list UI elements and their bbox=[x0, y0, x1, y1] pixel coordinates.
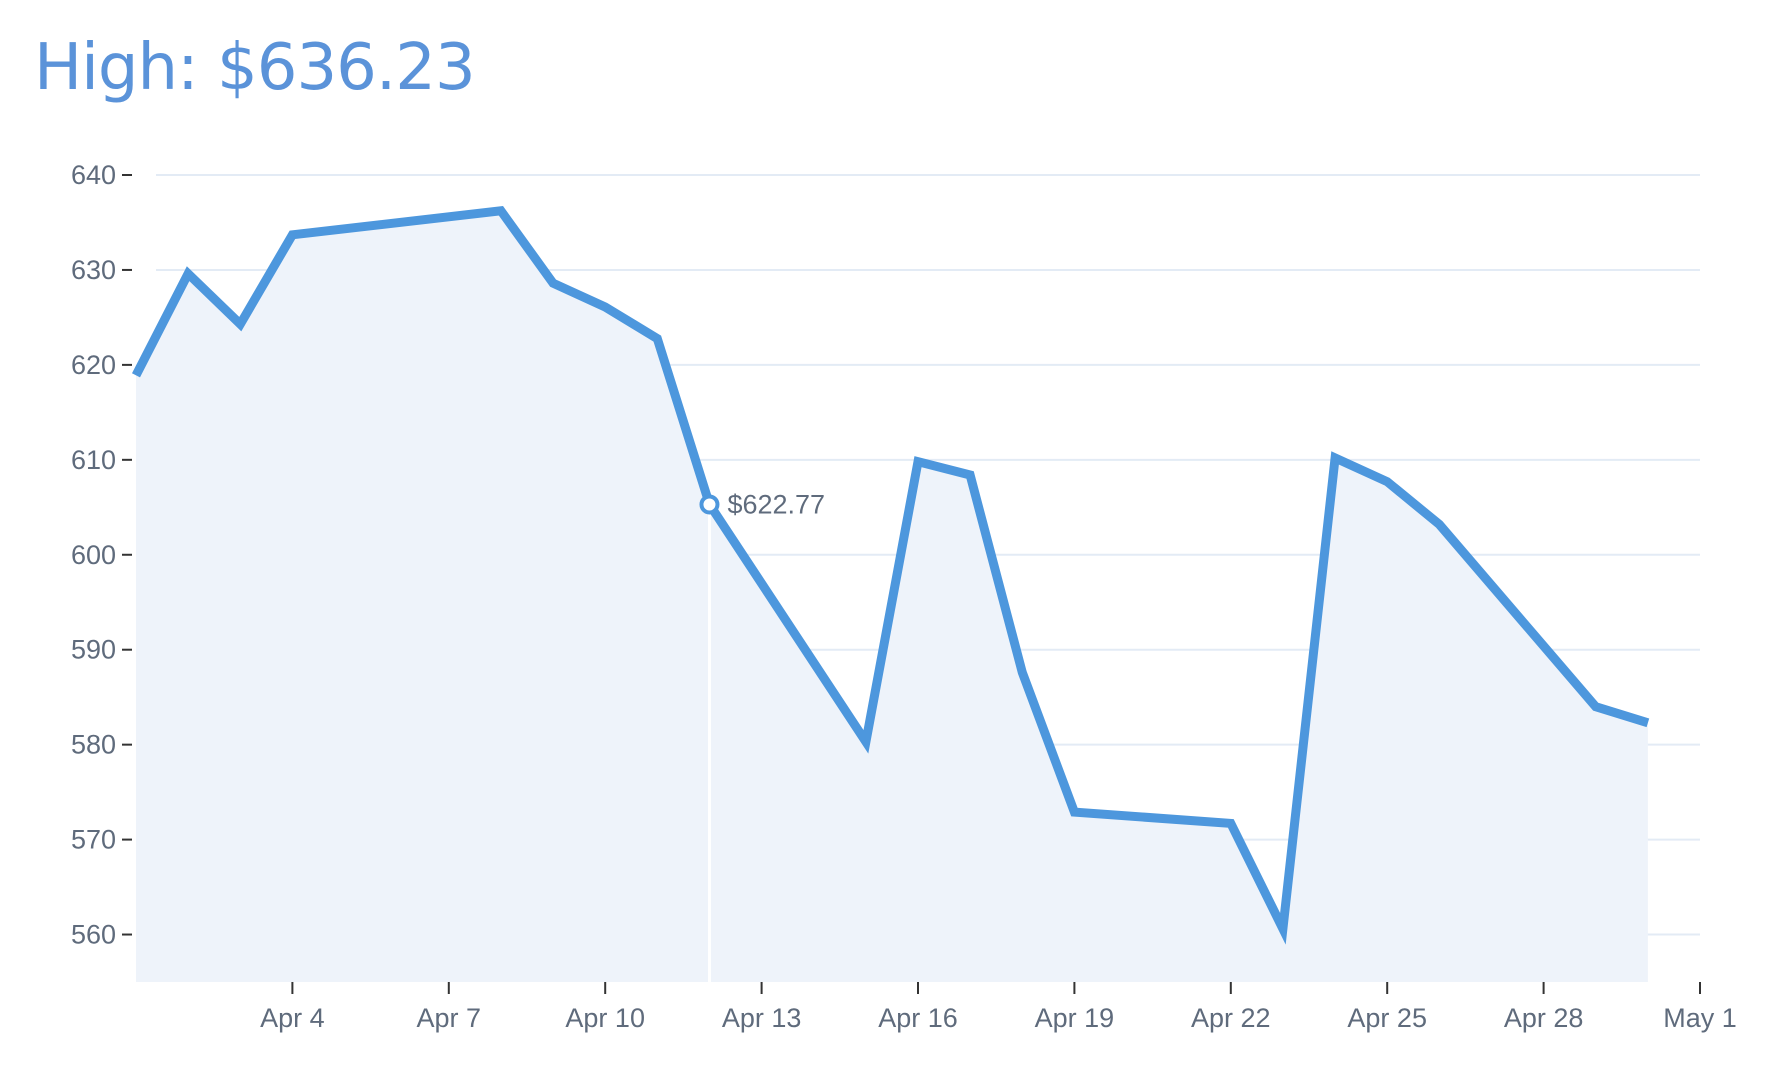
data-point-10[interactable] bbox=[912, 456, 924, 468]
data-point-7[interactable] bbox=[651, 333, 663, 345]
x-tick-label-4: Apr 16 bbox=[878, 1003, 958, 1033]
data-point-3[interactable] bbox=[286, 229, 298, 241]
y-tick-label-580: 580 bbox=[71, 730, 116, 760]
y-tick-label-610: 610 bbox=[71, 445, 116, 475]
data-point-1[interactable] bbox=[182, 268, 194, 280]
x-tick-label-9: May 1 bbox=[1663, 1003, 1737, 1033]
y-tick-label-560: 560 bbox=[71, 920, 116, 950]
data-point-12[interactable] bbox=[1016, 666, 1028, 678]
y-tick-label-590: 590 bbox=[71, 635, 116, 665]
headline-label: High: bbox=[34, 31, 199, 105]
x-tick-label-8: Apr 28 bbox=[1504, 1003, 1584, 1033]
y-tick-label-600: 600 bbox=[71, 540, 116, 570]
tooltip-value: $622.77 bbox=[727, 489, 825, 519]
x-axis: Apr 4 Apr 7 Apr 10 Apr 13 Apr 16 Apr 19 Apr 22… bbox=[260, 982, 1737, 1033]
data-point-15[interactable] bbox=[1277, 923, 1289, 935]
x-tick-label-3: Apr 13 bbox=[722, 1003, 802, 1033]
x-tick-label-1: Apr 7 bbox=[417, 1003, 482, 1033]
data-point-5[interactable] bbox=[547, 277, 559, 289]
series-area bbox=[136, 210, 1648, 983]
data-point-16[interactable] bbox=[1329, 452, 1341, 464]
data-point-17[interactable] bbox=[1381, 476, 1393, 488]
data-point-4[interactable] bbox=[495, 205, 507, 217]
data-point-0[interactable] bbox=[130, 369, 142, 381]
tooltip: $622.77 bbox=[699, 489, 825, 519]
data-point-14[interactable] bbox=[1225, 817, 1237, 829]
data-point-2[interactable] bbox=[234, 318, 246, 330]
data-point-19[interactable] bbox=[1590, 701, 1602, 713]
y-tick-label-570: 570 bbox=[71, 825, 116, 855]
data-point-9[interactable] bbox=[860, 736, 872, 748]
x-tick-label-0: Apr 4 bbox=[260, 1003, 325, 1033]
line-layer bbox=[130, 205, 1654, 945]
headline: High: $636.23 bbox=[34, 36, 476, 100]
x-tick-label-7: Apr 25 bbox=[1347, 1003, 1427, 1033]
data-point-6[interactable] bbox=[599, 301, 611, 313]
headline-value: $636.23 bbox=[217, 31, 476, 105]
data-point-20[interactable] bbox=[1642, 717, 1654, 729]
series-line bbox=[131, 206, 1650, 945]
area-layer bbox=[136, 210, 1648, 983]
x-tick-label-2: Apr 10 bbox=[565, 1003, 645, 1033]
y-tick-label-640: 640 bbox=[71, 160, 116, 190]
data-point-11[interactable] bbox=[964, 469, 976, 481]
y-tick-label-620: 620 bbox=[71, 350, 116, 380]
x-tick-label-5: Apr 19 bbox=[1035, 1003, 1115, 1033]
data-point-13[interactable] bbox=[1068, 806, 1080, 818]
y-axis: 560 570 580 590 600 610 620 630 640 bbox=[71, 160, 132, 950]
tooltip-marker bbox=[699, 494, 720, 515]
x-tick-label-6: Apr 22 bbox=[1191, 1003, 1271, 1033]
data-point-18[interactable] bbox=[1433, 518, 1445, 530]
y-tick-label-630: 630 bbox=[71, 255, 116, 285]
